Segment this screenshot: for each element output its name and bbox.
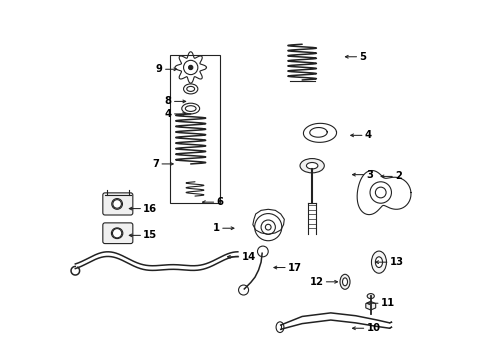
Text: 3: 3 [367,170,373,180]
Ellipse shape [375,257,383,267]
Text: 4: 4 [365,130,372,140]
Ellipse shape [300,158,324,173]
Circle shape [113,200,122,208]
Ellipse shape [343,278,347,286]
Text: 15: 15 [143,230,157,240]
Ellipse shape [371,251,387,273]
Bar [170,55,220,203]
Text: 11: 11 [381,298,395,308]
Text: 14: 14 [242,252,256,262]
Ellipse shape [112,199,122,209]
Ellipse shape [340,274,350,289]
Text: 2: 2 [395,171,402,181]
Ellipse shape [306,162,318,169]
Circle shape [189,65,193,69]
Text: 17: 17 [288,262,302,273]
Text: 1: 1 [213,223,220,233]
Ellipse shape [111,228,123,239]
Text: 4: 4 [165,109,172,119]
Text: 7: 7 [152,159,159,169]
Ellipse shape [367,294,374,298]
Text: 8: 8 [165,96,172,107]
Text: 16: 16 [143,203,157,213]
Circle shape [113,229,122,238]
Text: 12: 12 [310,277,323,287]
Text: 9: 9 [156,64,163,74]
Circle shape [266,224,271,230]
Text: 13: 13 [390,257,404,267]
Text: 6: 6 [217,197,223,207]
Text: 10: 10 [367,323,380,333]
Polygon shape [366,301,376,310]
FancyBboxPatch shape [103,193,133,215]
FancyBboxPatch shape [103,223,133,244]
Text: 5: 5 [359,52,367,62]
